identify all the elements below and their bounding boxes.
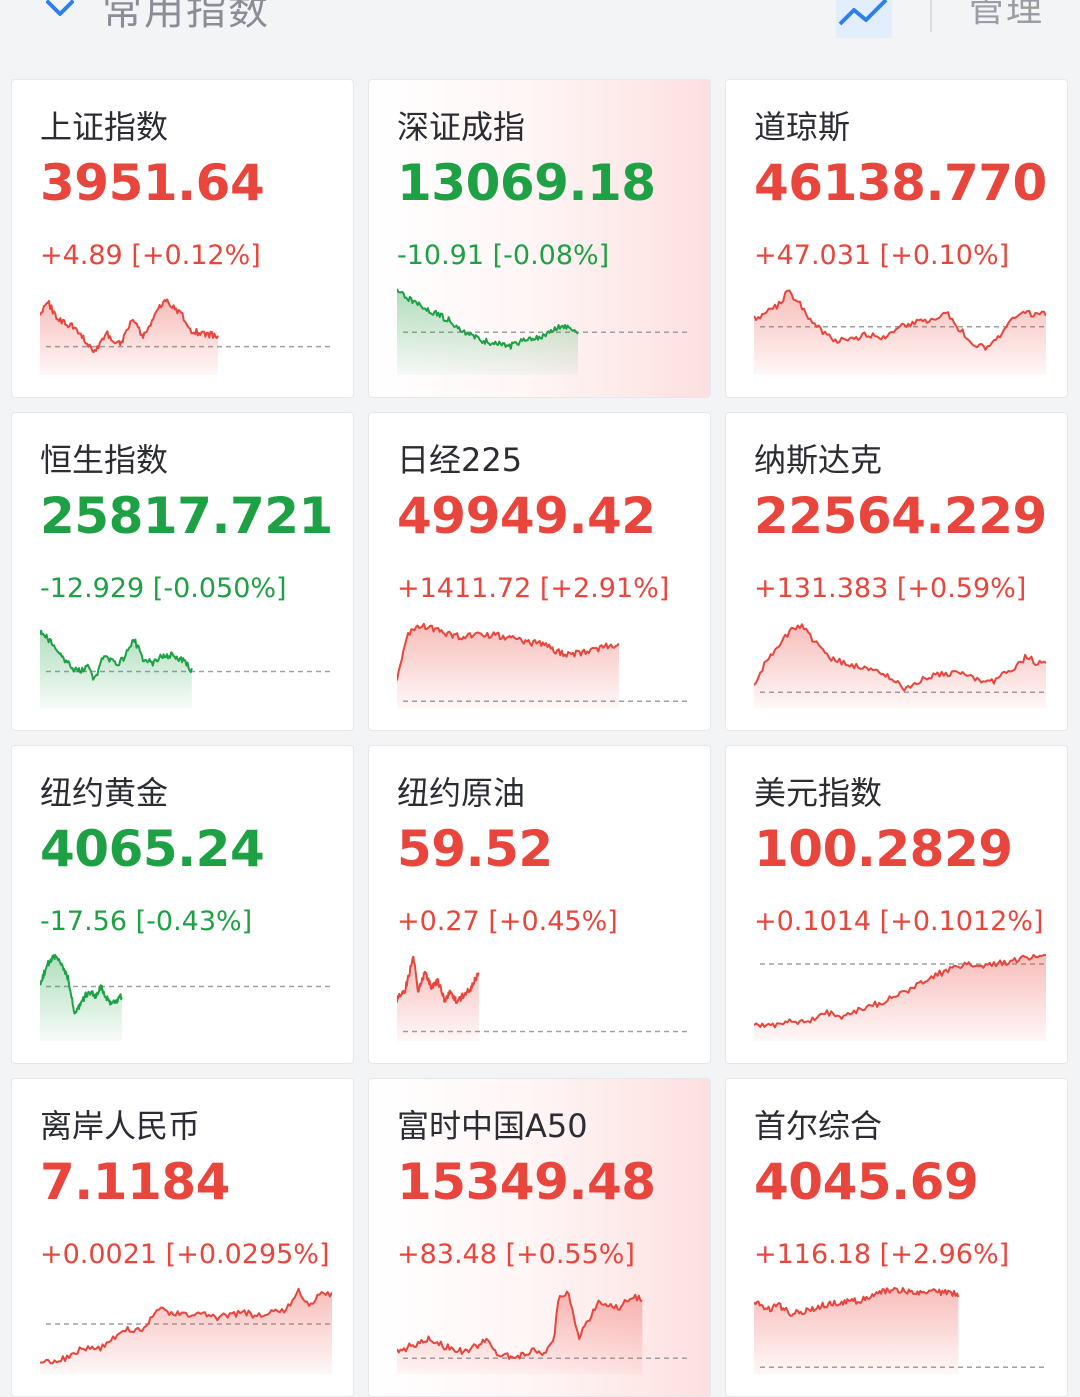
index-name: 离岸人民币 — [40, 1107, 201, 1145]
index-change: +131.383 [+0.59%] — [754, 573, 1027, 604]
index-value: 7.1184 — [40, 1153, 230, 1211]
sparkline-line — [397, 622, 620, 681]
index-card[interactable]: 首尔综合 4045.69 +116.18 [+2.96%] — [725, 1078, 1068, 1397]
sparkline-area — [754, 624, 1046, 708]
sparkline-line — [40, 954, 123, 1015]
index-value: 3951.64 — [40, 154, 265, 212]
index-card[interactable]: 纳斯达克 22564.229 +131.383 [+0.59%] — [725, 412, 1068, 731]
sparkline-area — [397, 623, 619, 708]
sparkline-area — [397, 289, 578, 375]
sparkline-area — [397, 1291, 643, 1374]
index-change: -10.91 [-0.08%] — [397, 240, 610, 271]
sparkline-chart — [40, 629, 332, 708]
sparkline-chart — [40, 298, 332, 375]
sparkline-chart — [754, 623, 1046, 708]
chevron-down-icon[interactable] — [42, 0, 78, 26]
index-change: +4.89 [+0.12%] — [40, 240, 261, 271]
index-value: 4045.69 — [754, 1153, 979, 1211]
sparkline-area — [40, 1288, 332, 1374]
manage-button[interactable]: 管理 — [968, 0, 1045, 30]
index-card[interactable]: 深证成指 13069.18 -10.91 [-0.08%] — [368, 79, 711, 398]
index-name: 上证指数 — [40, 108, 169, 146]
index-name: 恒生指数 — [40, 441, 169, 479]
index-change: +1411.72 [+2.91%] — [397, 573, 670, 604]
index-name: 道琼斯 — [754, 108, 851, 146]
sparkline-line — [40, 298, 219, 354]
index-name: 富时中国A50 — [397, 1107, 588, 1145]
sparkline-area — [40, 955, 122, 1041]
sparkline-chart — [397, 288, 689, 375]
trend-chart-icon[interactable] — [836, 0, 892, 38]
index-value: 49949.42 — [397, 487, 656, 545]
index-grid: 上证指数 3951.64 +4.89 [+0.12%] 深证成指 13069.1… — [11, 79, 1068, 1397]
index-change: -12.929 [-0.050%] — [40, 573, 287, 604]
index-value: 100.2829 — [754, 820, 1013, 878]
index-card[interactable]: 恒生指数 25817.721 -12.929 [-0.050%] — [11, 412, 354, 731]
index-change: +0.27 [+0.45%] — [397, 906, 618, 937]
index-change: +116.18 [+2.96%] — [754, 1239, 1010, 1270]
index-change: +0.1014 [+0.1012%] — [754, 906, 1044, 937]
index-name: 纽约原油 — [397, 774, 526, 812]
sparkline-line — [754, 623, 1046, 692]
index-value: 25817.721 — [40, 487, 333, 545]
sparkline-line — [754, 954, 1046, 1029]
index-value: 46138.770 — [754, 154, 1047, 212]
index-name: 日经225 — [397, 441, 523, 479]
sparkline-chart — [397, 622, 689, 708]
sparkline-area — [754, 290, 1046, 375]
index-card[interactable]: 美元指数 100.2829 +0.1014 [+0.1012%] — [725, 745, 1068, 1064]
sparkline-chart — [754, 1287, 1046, 1374]
index-card[interactable]: 道琼斯 46138.770 +47.031 [+0.10%] — [725, 79, 1068, 398]
index-card[interactable]: 上证指数 3951.64 +4.89 [+0.12%] — [11, 79, 354, 398]
sparkline-chart — [40, 1287, 332, 1374]
index-name: 纽约黄金 — [40, 774, 169, 812]
index-name: 深证成指 — [397, 108, 526, 146]
index-card[interactable]: 日经225 49949.42 +1411.72 [+2.91%] — [368, 412, 711, 731]
sparkline-area — [40, 630, 192, 708]
sparkline-line — [754, 1287, 960, 1317]
index-name: 首尔综合 — [754, 1107, 883, 1145]
sparkline-line — [397, 288, 579, 350]
index-change: +0.0021 [+0.0295%] — [40, 1239, 330, 1270]
index-value: 4065.24 — [40, 820, 265, 878]
sparkline-line — [40, 1287, 332, 1365]
index-value: 13069.18 — [397, 154, 656, 212]
sparkline-area — [754, 955, 1046, 1041]
sparkline-area — [397, 956, 479, 1041]
index-name: 美元指数 — [754, 774, 883, 812]
sparkline-chart — [40, 954, 332, 1041]
sparkline-line — [397, 955, 480, 1004]
sparkline-line — [40, 629, 193, 681]
header-divider — [930, 0, 932, 32]
index-value: 22564.229 — [754, 487, 1047, 545]
index-card[interactable]: 纽约黄金 4065.24 -17.56 [-0.43%] — [11, 745, 354, 1064]
sparkline-line — [754, 289, 1046, 351]
index-value: 59.52 — [397, 820, 553, 878]
sparkline-chart — [754, 954, 1046, 1041]
sparkline-chart — [754, 289, 1046, 375]
index-name: 纳斯达克 — [754, 441, 883, 479]
index-card[interactable]: 富时中国A50 15349.48 +83.48 [+0.55%] — [368, 1078, 711, 1397]
index-card[interactable]: 纽约原油 59.52 +0.27 [+0.45%] — [368, 745, 711, 1064]
sparkline-area — [754, 1288, 959, 1374]
sparkline-line — [397, 1290, 643, 1360]
section-title: 常用指数 — [102, 0, 270, 34]
index-change: +83.48 [+0.55%] — [397, 1239, 635, 1270]
sparkline-chart — [397, 1290, 689, 1374]
header: 常用指数 管理 — [0, 0, 1080, 60]
index-change: -17.56 [-0.43%] — [40, 906, 253, 937]
sparkline-chart — [397, 955, 689, 1041]
index-card[interactable]: 离岸人民币 7.1184 +0.0021 [+0.0295%] — [11, 1078, 354, 1397]
index-change: +47.031 [+0.10%] — [754, 240, 1010, 271]
index-value: 15349.48 — [397, 1153, 656, 1211]
sparkline-area — [40, 299, 219, 375]
